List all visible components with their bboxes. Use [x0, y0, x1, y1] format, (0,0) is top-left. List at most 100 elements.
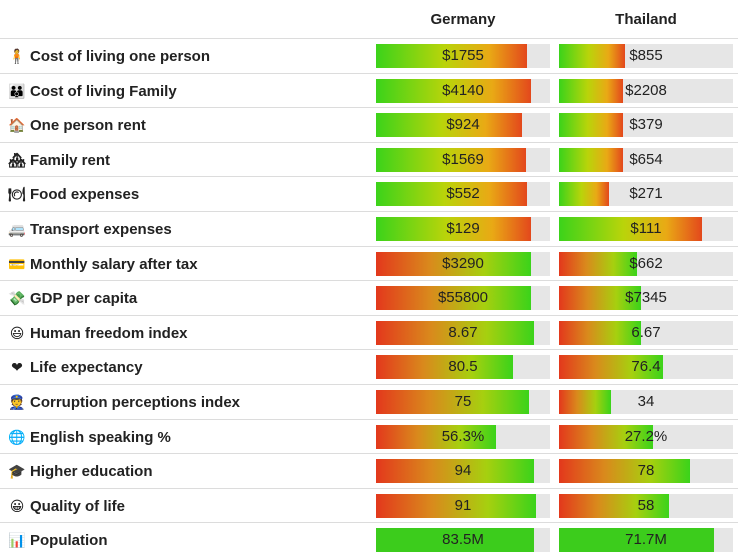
bar-fill: [376, 286, 531, 311]
bar-fill: [559, 78, 624, 103]
bar-value: $3290: [442, 254, 484, 272]
officer-icon: 👮: [8, 393, 26, 410]
row-label: 👮 Corruption perceptions index: [8, 385, 240, 419]
bar-value: $271: [629, 185, 663, 203]
bar-fill: [559, 251, 638, 276]
bar-fill: [376, 493, 537, 518]
bar-fill: [559, 113, 624, 138]
bar-fill: [376, 528, 535, 553]
bar-fill: [376, 355, 514, 380]
bar-value: $129: [446, 219, 480, 237]
row-label: 🍽 Food expenses: [8, 177, 139, 211]
germany-value-bar: 91: [376, 493, 550, 518]
thailand-value-bar: 71.7M: [559, 528, 733, 553]
row-label: 💳 Monthly salary after tax: [8, 247, 198, 281]
bar-value: 75: [454, 392, 472, 410]
thailand-value-bar: 27.2%: [559, 424, 733, 449]
table-row: 😀 Quality of life 91 58: [0, 487, 738, 523]
bar-value: $111: [630, 219, 662, 237]
plate-icon: 🍽: [8, 186, 26, 203]
row-label-text: Food expenses: [30, 186, 140, 204]
bar-value: 91: [454, 496, 472, 514]
table-row: 💸 GDP per capita $55800 $7345: [0, 280, 738, 315]
thailand-value-bar: $662: [559, 251, 733, 276]
germany-value-bar: 56.3%: [376, 424, 550, 449]
bar-fill: [376, 389, 530, 414]
table-row: 👮 Corruption perceptions index 75 34: [0, 383, 738, 419]
germany-value-bar: 80.5: [376, 355, 550, 380]
row-label-text: Cost of living one person: [30, 48, 211, 65]
thailand-value-bar: 34: [559, 389, 733, 414]
family-icon: 👪: [8, 82, 26, 99]
person-icon: 🧍: [8, 48, 26, 64]
bar-fill: [559, 286, 641, 311]
table-row: 🏠 One person rent $924 $379: [0, 107, 738, 142]
house-icon: 🏠: [8, 117, 26, 134]
bar-value: $7345: [625, 289, 667, 307]
thailand-value-bar: $271: [559, 182, 733, 207]
thailand-value-bar: $111: [559, 216, 733, 241]
row-label-text: Monthly salary after tax: [30, 255, 198, 273]
bar-value: 27.2%: [624, 427, 668, 445]
bar-value: $379: [629, 116, 663, 134]
bar-fill: [559, 355, 664, 380]
bar-value: 83.5M: [442, 531, 484, 549]
germany-value-bar: $3290: [376, 251, 550, 276]
bar-value: $1755: [442, 47, 484, 64]
table-body: 🧍 Cost of living one person $1755 $855 👪 Cost…: [0, 38, 738, 557]
bar-value: $654: [629, 150, 663, 168]
table-row: 💳 Monthly salary after tax $3290 $662: [0, 245, 738, 281]
germany-value-bar: $1755: [376, 44, 550, 68]
bar-fill: [559, 44, 626, 68]
chart-icon: 📊: [8, 532, 26, 549]
germany-value-bar: $4140: [376, 78, 550, 103]
germany-value-bar: $1569: [376, 147, 550, 172]
germany-value-bar: 94: [376, 459, 550, 484]
thailand-value-bar: $654: [559, 147, 733, 172]
row-label-text: Higher education: [30, 463, 153, 481]
houses-icon: 🏘: [8, 151, 26, 168]
bar-value: 76.4: [631, 358, 661, 376]
row-label-text: Cost of living Family: [30, 82, 177, 100]
bar-fill: [559, 424, 653, 449]
smile-icon: 😃: [9, 324, 25, 341]
bar-value: $4140: [442, 81, 484, 99]
row-label: 🚐 Transport expenses: [8, 212, 171, 246]
smiley-icon: 😀: [9, 497, 25, 514]
bar-fill: [376, 424, 497, 449]
row-label-text: Population: [30, 532, 108, 550]
thailand-value-bar: $2208: [559, 78, 733, 103]
germany-value-bar: $924: [376, 113, 550, 138]
row-label: 🏘 Family rent: [8, 143, 110, 177]
row-label-text: Life expectancy: [30, 359, 143, 377]
table-row: 🍽 Food expenses $552 $271: [0, 176, 738, 211]
row-label: 🧍 Cost of living one person: [8, 39, 210, 73]
bar-fill: [559, 182, 610, 207]
germany-value-bar: $552: [376, 182, 550, 207]
money-icon: 💸: [8, 290, 26, 307]
row-label-text: English speaking %: [30, 428, 171, 446]
country-header-thailand: Thailand: [615, 11, 677, 28]
bar-fill: [559, 459, 690, 484]
germany-value-bar: $55800: [376, 286, 550, 311]
bar-fill: [376, 182, 528, 207]
table-row: 🌐 English speaking % 56.3% 27.2%: [0, 418, 738, 454]
bar-fill: [376, 251, 531, 276]
bar-value: 34: [637, 392, 655, 410]
thailand-value-bar: $855: [559, 44, 733, 68]
germany-value-bar: 8.67: [376, 320, 550, 345]
row-label: 🏠 One person rent: [8, 108, 146, 142]
bar-value: 94: [454, 462, 472, 480]
row-label-text: Corruption perceptions index: [30, 393, 241, 411]
row-label: 💸 GDP per capita: [8, 281, 137, 315]
bar-value: $924: [446, 116, 480, 134]
row-label-text: Human freedom index: [30, 324, 188, 342]
bar-value: 78: [637, 462, 655, 480]
bar-fill: [376, 216, 531, 241]
bar-fill: [559, 528, 714, 553]
graduation-cap-icon: 🎓: [8, 463, 26, 480]
row-label: 😀 Quality of life: [8, 489, 125, 523]
bar-value: 71.7M: [625, 531, 667, 549]
germany-value-bar: 75: [376, 389, 550, 414]
